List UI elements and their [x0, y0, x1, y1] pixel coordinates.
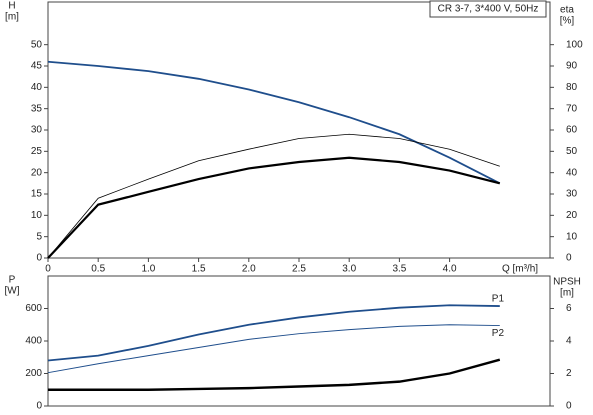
- y2-tick-label: 100: [566, 39, 583, 50]
- y2-tick-label: 90: [566, 61, 578, 72]
- y2-tick-label: 70: [566, 103, 578, 114]
- curve-label: P1: [492, 294, 505, 305]
- y2-tick-label: 0: [566, 253, 572, 264]
- chart-title: CR 3-7, 3*400 V, 50Hz: [438, 4, 539, 15]
- y-tick-label: 10: [31, 210, 43, 221]
- curve: [48, 358, 501, 391]
- curve-label: P2: [492, 328, 505, 339]
- y-tick-label: 200: [25, 368, 42, 379]
- y2-tick-label: 50: [566, 146, 578, 157]
- y-tick-label: 30: [31, 125, 43, 136]
- y-tick-label: 35: [31, 103, 43, 114]
- y2-tick-label: 40: [566, 167, 578, 178]
- y-tick-label: 0: [36, 401, 42, 412]
- y2-axis-label: [%]: [560, 16, 575, 27]
- x-tick-label: 0.5: [91, 264, 105, 275]
- x-tick-label: 4.0: [443, 264, 457, 275]
- y-tick-label: 40: [31, 82, 43, 93]
- y-tick-label: 50: [31, 39, 43, 50]
- y2-tick-label: 10: [566, 231, 578, 242]
- y2-axis-label: NPSH: [553, 277, 581, 288]
- y2-tick-label: 80: [566, 82, 578, 93]
- x-tick-label: 2.0: [242, 264, 256, 275]
- y2-tick-label: 60: [566, 125, 578, 136]
- y-axis-label: [m]: [5, 12, 19, 23]
- y2-tick-label: 0: [566, 401, 572, 412]
- y-tick-label: 20: [31, 167, 43, 178]
- y2-tick-label: 4: [566, 336, 572, 347]
- x-tick-label: 3.5: [392, 264, 406, 275]
- y-axis-label: P: [9, 275, 16, 286]
- curve: [47, 133, 500, 259]
- title-box: [429, 0, 547, 18]
- y-tick-label: 600: [25, 303, 42, 314]
- curve: [47, 60, 501, 185]
- y2-tick-label: 30: [566, 189, 578, 200]
- y-tick-label: 45: [31, 61, 43, 72]
- y-tick-label: 0: [36, 253, 42, 264]
- y-axis-label: H: [8, 1, 15, 12]
- y-tick-label: 400: [25, 336, 42, 347]
- y-tick-label: 25: [31, 146, 43, 157]
- x-tick-label: 3.0: [342, 264, 356, 275]
- x-tick-label: 1.0: [141, 264, 155, 275]
- y-tick-label: 5: [36, 231, 42, 242]
- y2-axis-label: eta: [560, 5, 574, 16]
- y2-tick-label: 20: [566, 210, 578, 221]
- x-tick-label: 2.5: [292, 264, 306, 275]
- curve: [47, 156, 501, 259]
- top-frame: [47, 1, 551, 259]
- x-axis-label: Q [m³/h]: [502, 264, 538, 275]
- y2-tick-label: 6: [566, 303, 572, 314]
- curve: [47, 324, 500, 374]
- curve: [47, 304, 500, 362]
- x-tick-label: 0: [45, 264, 51, 275]
- x-tick-label: 1.5: [192, 264, 206, 275]
- y2-tick-label: 2: [566, 368, 572, 379]
- y-axis-label: [W]: [5, 286, 20, 297]
- y2-axis-label: [m]: [560, 288, 574, 299]
- y-tick-label: 15: [31, 189, 43, 200]
